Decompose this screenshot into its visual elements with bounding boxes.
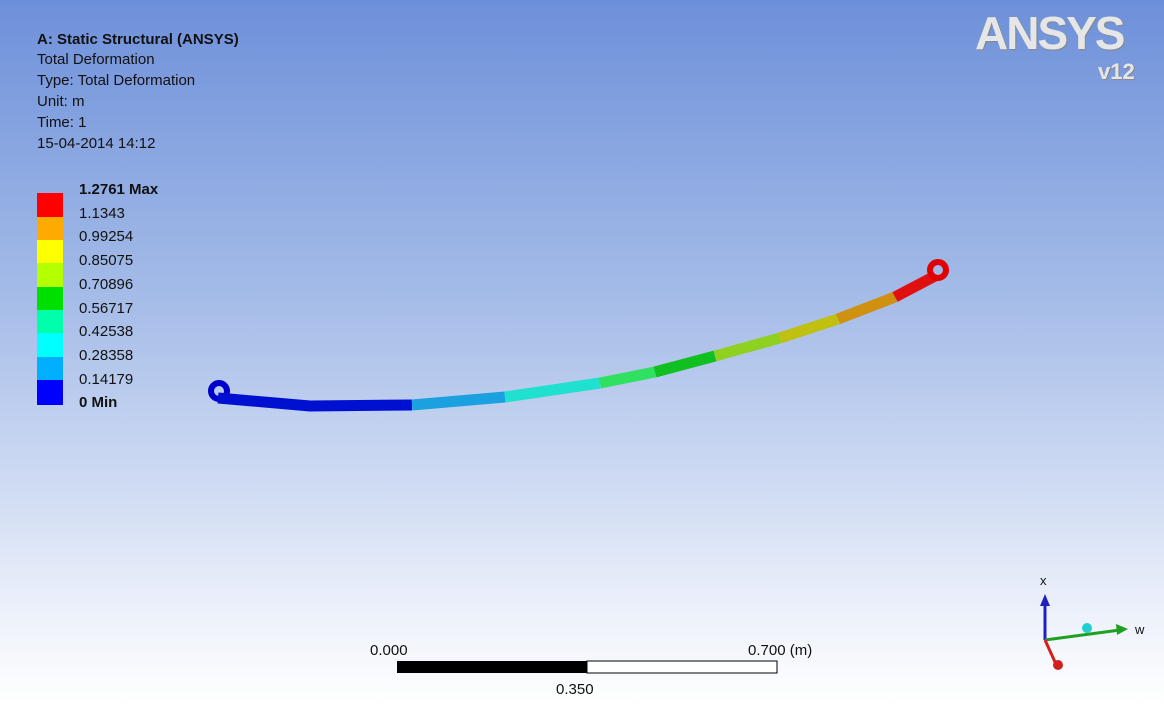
logo-version: v12 <box>1098 60 1135 84</box>
header-line: Time: 1 <box>37 114 86 132</box>
header-line: Type: Total Deformation <box>37 72 195 90</box>
logo-brand: ANSYS <box>975 8 1123 58</box>
legend-label: 0.28358 <box>79 347 133 365</box>
legend-label: 0.99254 <box>79 228 133 246</box>
header-line: Total Deformation <box>37 51 155 69</box>
legend-label: 0.70896 <box>79 276 133 294</box>
scale-start: 0.000 <box>370 642 408 660</box>
header-line: 15-04-2014 14:12 <box>37 135 155 153</box>
legend-label: 0 Min <box>79 394 117 412</box>
header-title: A: Static Structural (ANSYS) <box>37 31 239 49</box>
legend-label: 0.14179 <box>79 371 133 389</box>
scale-middle: 0.350 <box>556 681 594 699</box>
graphics <box>0 0 1164 704</box>
header-line: Unit: m <box>37 93 85 111</box>
legend-label: 0.56717 <box>79 300 133 318</box>
legend-label: 1.2761 Max <box>79 181 158 199</box>
scale-end: 0.700 (m) <box>748 642 812 660</box>
viewport: A: Static Structural (ANSYS) ANSYS v12 0… <box>0 0 1164 704</box>
legend-swatches <box>37 193 63 405</box>
legend-label: 1.1343 <box>79 205 125 223</box>
triad-x: x <box>1040 572 1047 590</box>
triad <box>1040 594 1128 670</box>
deformed-spring <box>211 262 946 406</box>
scale-bar <box>397 661 777 673</box>
legend-label: 0.85075 <box>79 252 133 270</box>
triad-w: w <box>1135 621 1144 639</box>
legend-label: 0.42538 <box>79 323 133 341</box>
